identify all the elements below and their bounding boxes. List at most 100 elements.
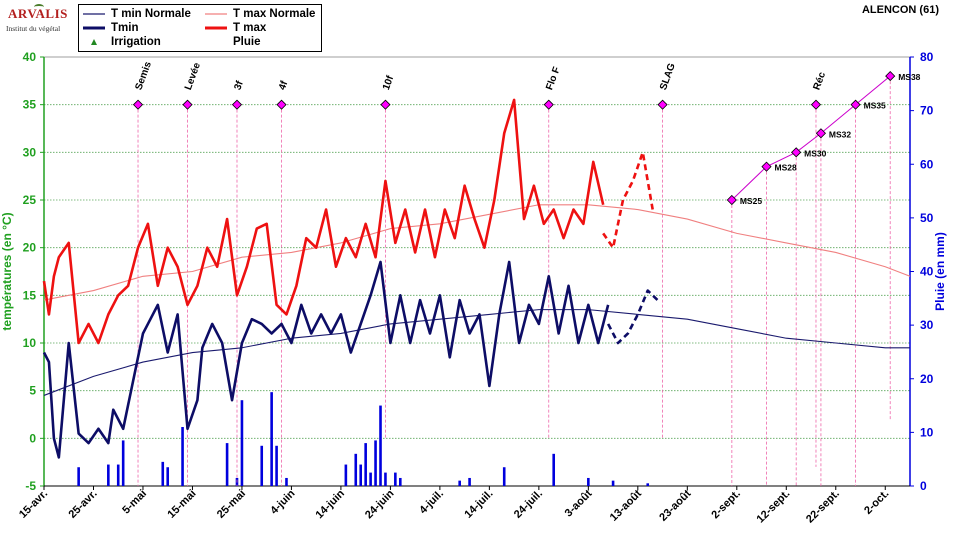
x-tick-label: 4-juil. (417, 488, 446, 517)
series-line-tmin (42, 260, 610, 459)
y-tick-label: 25 (23, 193, 37, 207)
y-tick-label: 5 (29, 384, 36, 398)
x-tick-label: 22-sept. (804, 488, 842, 526)
stage-marker (885, 71, 896, 82)
x-tick-label: 24-juil. (512, 488, 545, 521)
stage-marker (850, 99, 861, 110)
stage-marker (276, 99, 287, 110)
legend-tmax-normale: T max Normale (205, 8, 315, 20)
stage-label: MS30 (804, 148, 826, 158)
x-tick-label: 14-juin (313, 487, 347, 521)
y-tick-label: 10 (23, 336, 37, 350)
rain-bar (379, 405, 382, 486)
y2-tick-label: 80 (920, 50, 934, 64)
rain-bar (364, 443, 367, 486)
legend-tmax: T max (205, 22, 266, 34)
rain-bar (369, 472, 372, 486)
rain-bar (225, 443, 229, 486)
rain-bar (260, 445, 264, 486)
stage-marker (132, 99, 144, 110)
legend-label: Pluie (233, 36, 261, 48)
y-tick-label: 40 (23, 50, 37, 64)
series-line-t-min-normale (43, 309, 910, 396)
legend-tmin: Tmin (83, 22, 138, 34)
y-tick-label: 0 (29, 431, 36, 445)
legend-tmin-normale: T min Normale (83, 8, 191, 20)
stage-label: MS38 (898, 72, 920, 82)
legend-pluie: Pluie (205, 36, 260, 48)
rain-bar (285, 477, 288, 486)
series-line-t-max (42, 98, 605, 345)
legend-irrigation-marker-icon (91, 39, 97, 45)
y2-axis-label: Pluie (en mm) (933, 232, 947, 311)
stage-label: MS35 (864, 101, 886, 111)
rain-bar (275, 445, 278, 486)
legend-irrigation: Irrigation (83, 36, 161, 48)
rain-bar (121, 440, 125, 486)
rain-bar (77, 467, 80, 486)
rain-bar (161, 461, 165, 486)
legend-label: T min Normale (111, 8, 191, 20)
legend-label: T max Normale (233, 8, 316, 20)
stage-marker (380, 99, 391, 110)
rain-bar (107, 464, 110, 486)
rain-bar (166, 467, 170, 486)
x-tick-label: 2-sept. (709, 488, 743, 522)
stage-label: 10f (381, 74, 397, 92)
plot-area (43, 56, 911, 487)
rain-bar (646, 483, 650, 486)
arvalis-logo: ARVALIS Institut du végétal (4, 4, 72, 40)
series-line-t-max-pr-vision (602, 151, 654, 249)
rain-bar (359, 464, 363, 486)
rain-bar (458, 480, 461, 486)
rain-bar (240, 400, 244, 486)
stage-marker (791, 147, 802, 158)
x-tick-label: 13-août (608, 487, 644, 523)
rain-bar (394, 472, 397, 486)
rain-bar (398, 477, 402, 486)
y-tick-label: 20 (23, 241, 37, 255)
logo-leaf-icon (34, 4, 44, 10)
stage-marker (810, 99, 822, 110)
rain-bar (344, 464, 348, 486)
rain-bar (181, 427, 184, 486)
station-name: ALENCON (61) (861, 4, 939, 16)
rain-bar (374, 440, 377, 486)
stage-marker (231, 99, 243, 110)
y2-tick-label: 50 (920, 211, 934, 225)
rain-bar (116, 464, 120, 486)
stage-label: Flo F (544, 65, 563, 91)
y2-tick-label: 10 (920, 425, 934, 439)
stage-label: Levée (183, 61, 203, 92)
y-tick-label: 30 (23, 145, 37, 159)
x-tick-label: 5-mai (120, 488, 149, 517)
legend-label: Irrigation (111, 36, 161, 48)
y2-tick-label: 20 (920, 372, 934, 386)
rain-bar (270, 392, 273, 486)
y-tick-label: 15 (23, 288, 37, 302)
y-axis-label: températures (en °C) (0, 212, 14, 330)
stage-marker (657, 99, 668, 110)
stage-marker (543, 99, 554, 110)
stage-label: SLAG (658, 62, 678, 92)
stage-marker (815, 128, 826, 139)
rain-bar (468, 477, 471, 486)
y2-tick-label: 0 (920, 479, 927, 493)
legend-swatch-tmin-normale (83, 13, 105, 15)
series-line-t-max-normale (43, 204, 911, 301)
legend-swatch-tmax-normale (205, 13, 227, 15)
stage-marker (726, 194, 737, 206)
rain-bar (611, 480, 615, 486)
rain-bar (384, 472, 387, 486)
x-tick-label: 23-août (657, 487, 693, 523)
stage-label: Réc (811, 70, 828, 91)
rain-bar (502, 467, 506, 486)
stage-label: MS28 (774, 163, 796, 173)
stage-label: 3f (232, 79, 246, 92)
legend-label: T max (233, 22, 267, 34)
y-tick-label: 35 (23, 98, 37, 112)
legend-label: Tmin (111, 22, 139, 34)
y2-tick-label: 30 (920, 318, 934, 332)
legend: T min Normale T max Normale Tmin T max I… (78, 4, 322, 52)
